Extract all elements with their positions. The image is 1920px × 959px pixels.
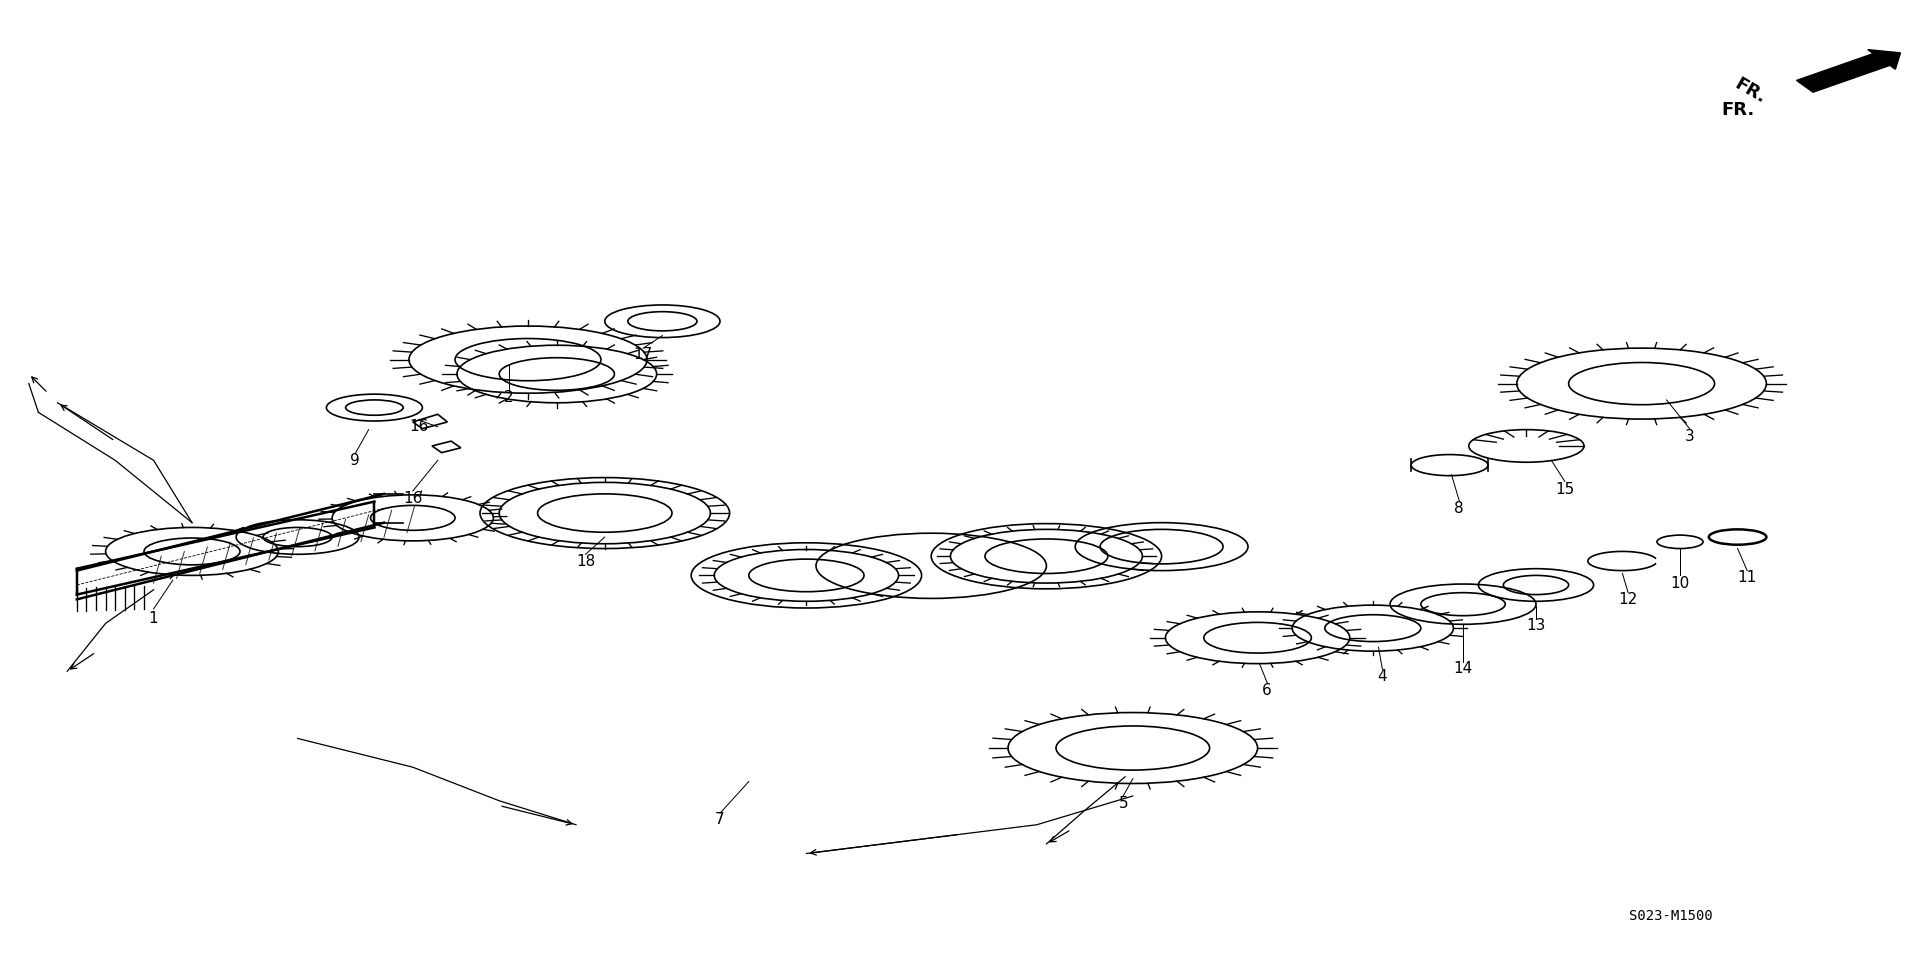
Text: 17: 17 xyxy=(634,347,653,363)
Text: 4: 4 xyxy=(1377,668,1388,684)
Text: 3: 3 xyxy=(1684,429,1695,444)
FancyArrow shape xyxy=(1797,50,1901,92)
Text: 1: 1 xyxy=(148,611,159,626)
Text: 11: 11 xyxy=(1738,570,1757,585)
Text: 13: 13 xyxy=(1526,618,1546,633)
Text: 16: 16 xyxy=(409,419,428,434)
Text: 8: 8 xyxy=(1453,501,1465,516)
Text: 16: 16 xyxy=(403,491,422,506)
Text: 15: 15 xyxy=(1555,481,1574,497)
Text: 9: 9 xyxy=(349,453,361,468)
Text: 18: 18 xyxy=(576,553,595,569)
Text: 6: 6 xyxy=(1261,683,1273,698)
Text: FR.: FR. xyxy=(1720,102,1755,119)
Text: 7: 7 xyxy=(714,812,726,828)
Text: S023-M1500: S023-M1500 xyxy=(1628,909,1713,923)
Text: 5: 5 xyxy=(1117,796,1129,811)
Text: FR.: FR. xyxy=(1732,75,1770,106)
Text: 14: 14 xyxy=(1453,661,1473,676)
Text: 12: 12 xyxy=(1619,592,1638,607)
Text: 2: 2 xyxy=(503,390,515,406)
Text: 10: 10 xyxy=(1670,575,1690,591)
